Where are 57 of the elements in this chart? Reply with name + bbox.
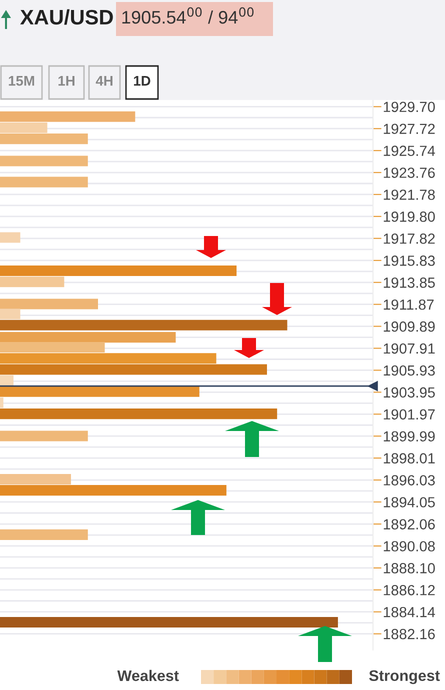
- y-tick-label: 1923.76: [384, 168, 435, 178]
- y-tick-label: 1901.97: [384, 409, 435, 420]
- chart-title: XAU/USD: [20, 9, 113, 25]
- y-tick-label: 1925.74: [384, 146, 436, 156]
- y-tick-label: 1903.95: [384, 387, 435, 398]
- y-tick-label: 1917.82: [384, 233, 435, 244]
- text: 1H: [58, 76, 74, 86]
- bar: [0, 474, 71, 484]
- text: 15M: [8, 76, 34, 86]
- text: 1D: [134, 76, 150, 86]
- y-tick-label: 1927.72: [384, 124, 435, 134]
- y-tick-label: 1890.08: [384, 541, 435, 552]
- y-tick-label: 1899.99: [384, 431, 435, 442]
- y-tick-label: 1892.06: [384, 519, 435, 530]
- text: Strongest: [369, 670, 440, 684]
- bar: [0, 320, 288, 330]
- bar: [0, 397, 4, 408]
- chart-subtitle: 1905.54$^{00}$ / 94$^{00}$: [122, 7, 254, 24]
- bar: [0, 134, 88, 144]
- text: 4H: [96, 76, 112, 86]
- y-tick-label: 1886.12: [384, 585, 435, 596]
- y-tick-label: 1905.93: [384, 365, 435, 376]
- bar: [0, 276, 64, 288]
- y-tick-label: 1884.14: [384, 606, 436, 618]
- bar: [0, 266, 237, 276]
- y-tick-label: 1919.80: [384, 212, 435, 222]
- bar: [0, 617, 338, 628]
- bar: [0, 298, 98, 310]
- bar: [0, 308, 20, 320]
- y-tick-label: 1921.78: [384, 190, 435, 200]
- y-tick-label: 1929.70: [384, 102, 435, 112]
- y-tick-label: 1888.10: [384, 563, 435, 574]
- bar: [0, 111, 136, 122]
- y-tick-label: 1894.05: [384, 497, 435, 508]
- bar: [0, 529, 88, 540]
- bar: [0, 485, 226, 496]
- bar: [0, 386, 200, 397]
- y-tick-label: 1911.87: [384, 299, 434, 310]
- bar: [0, 353, 216, 364]
- y-tick-label: 1913.85: [384, 278, 435, 288]
- bar: [0, 232, 20, 243]
- bar: [0, 156, 88, 166]
- bar: [0, 176, 88, 188]
- bar: [0, 375, 14, 386]
- bar: [0, 332, 176, 343]
- bar: [0, 408, 278, 420]
- y-tick-label: 1896.03: [384, 475, 435, 486]
- bar: [0, 122, 48, 133]
- bar: [0, 364, 267, 375]
- y-tick-label: 1915.83: [384, 256, 435, 266]
- y-tick-label: 1907.91: [384, 343, 435, 354]
- bar: [0, 430, 88, 442]
- bar: [0, 342, 105, 353]
- text: Weakest: [117, 670, 179, 682]
- y-tick-label: 1882.16: [384, 628, 435, 640]
- y-tick-label: 1898.01: [384, 453, 435, 464]
- y-tick-label: 1909.89: [384, 321, 435, 332]
